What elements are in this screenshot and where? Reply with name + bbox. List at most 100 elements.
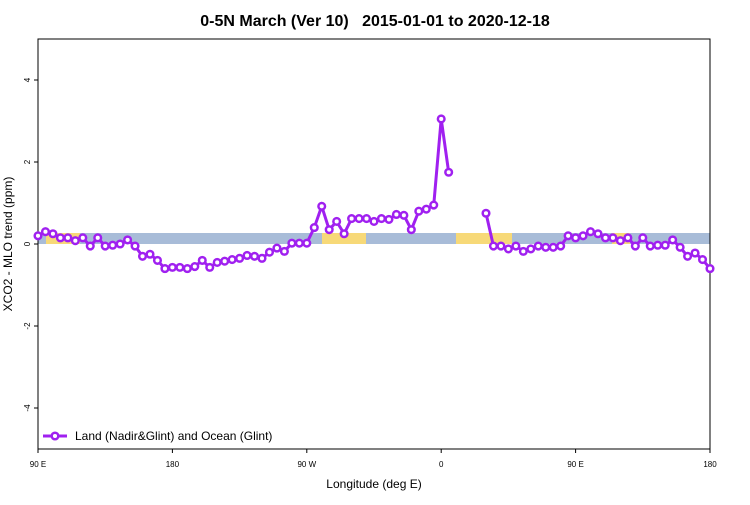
legend-label: Land (Nadir&Glint) and Ocean (Glint) [75, 429, 272, 443]
x-tick-label: 0 [439, 460, 444, 469]
data-point [533, 241, 543, 251]
data-point [40, 227, 51, 237]
data-point [369, 216, 379, 226]
data-point [242, 250, 252, 261]
data-point [182, 264, 192, 274]
data-point [585, 227, 596, 237]
x-tick-label: 180 [166, 460, 180, 469]
x-tick-label: 90 W [297, 460, 316, 469]
data-point [571, 233, 581, 243]
data-point [220, 256, 230, 266]
data-point [630, 241, 640, 251]
data-point [384, 214, 394, 224]
data-point [324, 225, 334, 235]
data-point [481, 208, 491, 218]
x-axis-label: Longitude (deg E) [326, 477, 421, 491]
data-point [511, 241, 521, 251]
data-point [518, 246, 528, 256]
y-tick-label: -4 [23, 404, 32, 412]
data-point [302, 238, 312, 248]
data-point [93, 233, 103, 243]
data-point [391, 209, 401, 220]
data-point [683, 251, 693, 261]
data-point [705, 264, 715, 274]
data-point [645, 241, 655, 251]
data-point [444, 167, 454, 177]
data-point [235, 253, 245, 263]
data-point [175, 262, 185, 272]
data-point [406, 225, 416, 235]
data-point [361, 214, 372, 224]
data-point [548, 242, 558, 252]
data-point [70, 236, 80, 246]
data-point [563, 231, 573, 241]
y-tick-label: -2 [23, 322, 32, 330]
data-point [414, 206, 424, 216]
legend-marker [50, 431, 60, 441]
data-point [212, 257, 222, 268]
data-point [294, 238, 304, 248]
data-point [668, 235, 678, 245]
data-point [78, 233, 88, 243]
data-point [130, 241, 140, 251]
data-point [309, 223, 319, 233]
data-point [249, 251, 260, 261]
data-point [339, 229, 349, 239]
data-point [145, 249, 155, 259]
data-point [85, 241, 95, 251]
data-point [488, 241, 499, 251]
data-point [137, 251, 148, 261]
data-point [190, 262, 200, 272]
land-band [456, 233, 512, 244]
y-tick-label: 2 [23, 159, 32, 164]
ocean-band [38, 233, 710, 244]
data-point [55, 233, 65, 243]
data-point [100, 241, 110, 251]
data-point [272, 243, 282, 253]
data-point [347, 214, 357, 224]
x-tick-label: 180 [703, 460, 717, 469]
data-point [279, 246, 289, 256]
data-point [660, 240, 670, 250]
data-point [332, 216, 342, 226]
data-point [399, 210, 409, 220]
data-point [541, 242, 551, 252]
data-point [697, 255, 708, 265]
data-point [48, 229, 58, 239]
land-band [322, 233, 366, 244]
data-point [526, 244, 536, 254]
data-point [436, 114, 446, 124]
data-point [115, 239, 125, 249]
chart-title: 0-5N March (Ver 10) 2015-01-01 to 2020-1… [200, 13, 550, 30]
data-point [317, 201, 327, 211]
data-point [600, 233, 611, 243]
y-tick-label: 0 [23, 241, 32, 246]
data-point [503, 244, 513, 254]
data-point [429, 200, 439, 210]
data-point [556, 241, 566, 251]
data-point [33, 231, 43, 241]
data-point [257, 253, 267, 263]
y-tick-label: 4 [23, 77, 32, 82]
data-point [197, 255, 207, 265]
y-axis-label: XCO2 - MLO trend (ppm) [1, 177, 15, 312]
data-point [690, 248, 700, 258]
data-point [653, 240, 663, 250]
x-tick-label: 90 E [30, 460, 46, 469]
data-point [496, 241, 506, 251]
data-point [205, 262, 215, 272]
data-point [264, 247, 275, 257]
data-point [152, 255, 163, 265]
data-point [421, 204, 431, 214]
x-tick-label: 90 E [567, 460, 583, 469]
data-point [376, 214, 387, 224]
data-point [63, 233, 73, 243]
data-point [578, 231, 588, 241]
data-point [160, 264, 170, 274]
data-point [638, 233, 648, 243]
data-point [675, 242, 685, 252]
data-point [167, 262, 177, 272]
data-point [354, 214, 364, 224]
data-point [287, 238, 297, 248]
